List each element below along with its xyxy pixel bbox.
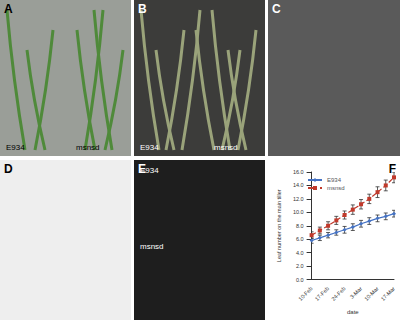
svg-text:10.0: 10.0 — [293, 209, 304, 215]
html-text:C: C — [272, 2, 281, 16]
svg-text:10-Feb: 10-Feb — [297, 285, 314, 302]
svg-text:24-Feb: 24-Feb — [330, 285, 347, 302]
html-text:msnsd: msnsd — [76, 143, 100, 152]
svg-text:4.0: 4.0 — [296, 250, 304, 256]
svg-text:E934: E934 — [327, 177, 342, 183]
svg-text:12.0: 12.0 — [293, 196, 304, 202]
svg-text:3-Mar: 3-Mar — [349, 285, 363, 299]
html-text:B: B — [138, 2, 147, 16]
svg-text:6.0: 6.0 — [296, 236, 304, 242]
html-text:msnsd: msnsd — [140, 242, 164, 251]
svg-text:17-Mar: 17-Mar — [380, 285, 397, 302]
svg-text:Leaf number on the main tiller: Leaf number on the main tiller — [276, 189, 282, 262]
html-text:msnsd: msnsd — [214, 143, 238, 152]
svg-text:10-Mar: 10-Mar — [363, 285, 380, 302]
svg-text:8.0: 8.0 — [296, 223, 304, 229]
html-text:E: E — [138, 162, 146, 176]
svg-text:msnsd: msnsd — [327, 185, 345, 191]
html-text:D: D — [4, 162, 13, 176]
svg-text:17-Feb: 17-Feb — [314, 285, 331, 302]
html-text:E934: E934 — [6, 143, 25, 152]
svg-text:0.0: 0.0 — [296, 277, 304, 283]
html-text:F: F — [388, 162, 396, 176]
svg-text:date: date — [347, 309, 359, 315]
html-text:E934: E934 — [140, 166, 159, 175]
svg-text:16.0: 16.0 — [293, 169, 304, 175]
svg-text:2.0: 2.0 — [296, 263, 304, 269]
svg-text:14.0: 14.0 — [293, 182, 304, 188]
html-text:A: A — [4, 2, 13, 16]
html-text:E934: E934 — [140, 143, 159, 152]
